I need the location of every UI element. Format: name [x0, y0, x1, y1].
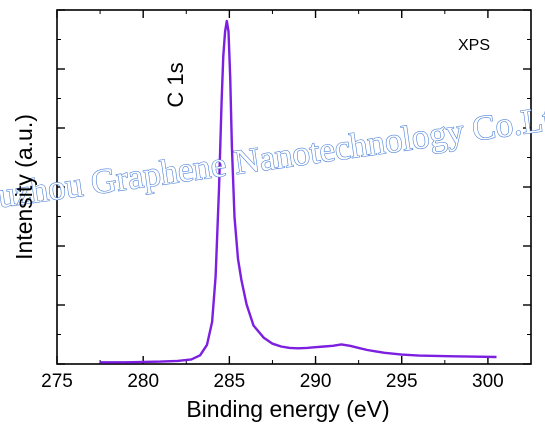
xps-label: XPS	[458, 37, 490, 54]
x-tick-label-300: 300	[472, 371, 504, 392]
y-axis-ticks	[57, 9, 531, 365]
x-tick-label-290: 290	[300, 371, 332, 392]
x-axis-title: Binding energy (eV)	[186, 396, 389, 422]
c1s-label: C 1s	[163, 62, 188, 107]
c1s-spectrum-line	[100, 19, 497, 364]
x-tick-label-280: 280	[127, 371, 159, 392]
x-axis-ticks: 275 280 285 290 295 300	[41, 10, 532, 392]
x-tick-label-285: 285	[214, 371, 246, 392]
y-axis-title: Intensity (a.u.)	[11, 114, 37, 260]
x-tick-label-275: 275	[41, 371, 73, 392]
x-tick-label-295: 295	[386, 371, 418, 392]
watermark: Suzhou Graphene Nanotechnology Co.Ltd.	[0, 95, 545, 218]
